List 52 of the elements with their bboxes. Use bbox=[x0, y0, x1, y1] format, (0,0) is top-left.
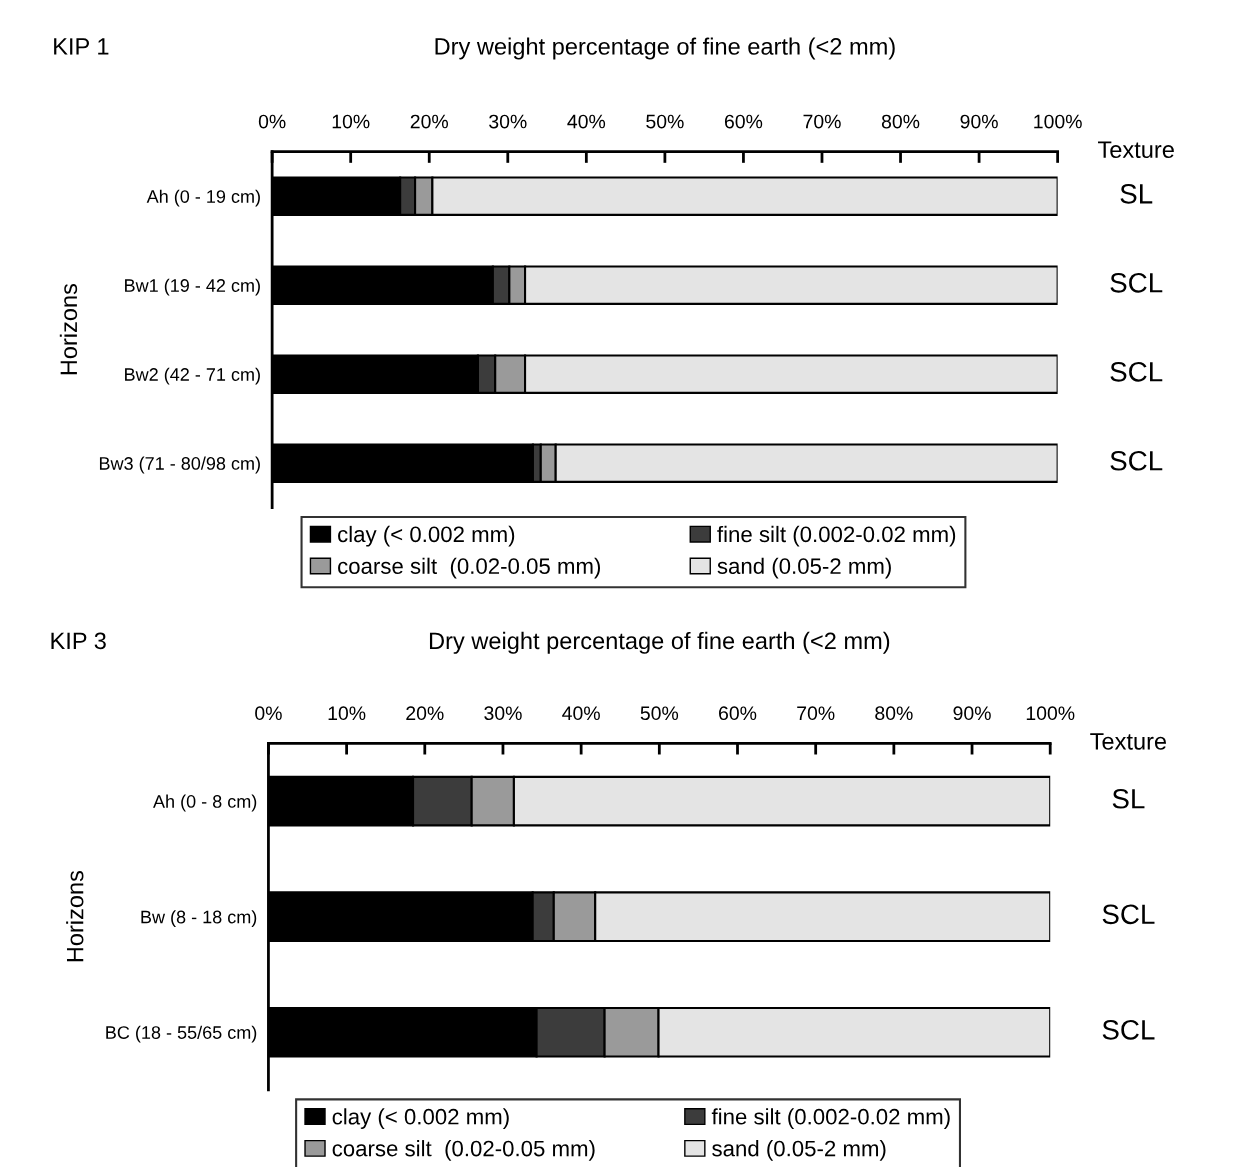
text: SCL bbox=[1110, 272, 1163, 293]
text: SL bbox=[1120, 183, 1153, 204]
chart-subtitle: Dry weight percentage of fine earth (<2 mm) bbox=[435, 37, 895, 60]
legend-label: sand (0.05-2 mm) bbox=[712, 1140, 886, 1161]
y-axis-title: Horizons bbox=[59, 283, 78, 375]
legend-label: coarse silt (0.02-0.05 mm) bbox=[332, 1140, 595, 1161]
y-tick-label: Bw (8 - 18 cm) bbox=[141, 910, 257, 927]
text: SCL bbox=[1110, 450, 1163, 471]
x-tick-label: 40% bbox=[567, 114, 606, 129]
text: SL bbox=[1112, 788, 1145, 809]
x-tick-label: 40% bbox=[562, 706, 600, 721]
x-tick-label: 100% bbox=[1034, 114, 1082, 129]
text: KIP 3 bbox=[51, 632, 106, 650]
x-tick-label: 70% bbox=[803, 114, 841, 129]
legend-label: fine silt (0.002-0.02 mm) bbox=[711, 1108, 950, 1129]
x-tick-label: 50% bbox=[640, 706, 679, 721]
x-tick-label: 60% bbox=[724, 114, 763, 129]
x-tick-label: 0% bbox=[258, 114, 286, 129]
chart-subtitle: Dry weight percentage of fine earth (<2 mm) bbox=[429, 631, 890, 654]
text: KIP 1 bbox=[54, 38, 109, 55]
y-tick-label: Ah (0 - 8 cm) bbox=[153, 794, 257, 812]
y2-axis-title: Texture bbox=[1098, 141, 1174, 159]
x-tick-label: 90% bbox=[953, 706, 991, 721]
x-tick-label: 10% bbox=[332, 114, 370, 129]
legend-label: clay (< 0.002 mm) bbox=[332, 1108, 509, 1129]
y-tick-label: BC (18 - 55/65 cm) bbox=[106, 1025, 257, 1043]
y2-axis-title: Texture bbox=[1090, 733, 1167, 750]
legend-label: clay (< 0.002 mm) bbox=[338, 525, 515, 547]
text: SCL bbox=[1110, 361, 1163, 382]
x-tick-label: 20% bbox=[406, 706, 444, 721]
x-tick-label: 70% bbox=[797, 706, 835, 721]
legend-label: coarse silt (0.02-0.05 mm) bbox=[338, 557, 601, 579]
text: SCL bbox=[1102, 1020, 1155, 1040]
x-tick-label: 20% bbox=[410, 114, 449, 129]
x-tick-label: 30% bbox=[489, 114, 527, 129]
legend-label: sand (0.05-2 mm) bbox=[717, 557, 891, 579]
x-tick-label: 80% bbox=[881, 114, 920, 129]
x-tick-label: 100% bbox=[1026, 706, 1075, 721]
y-tick-label: Ah (0 - 19 cm) bbox=[146, 189, 260, 207]
y-tick-label: Bw2 (42 - 71 cm) bbox=[125, 367, 260, 385]
x-tick-label: 90% bbox=[960, 114, 998, 129]
x-tick-label: 0% bbox=[255, 706, 282, 721]
x-tick-label: 50% bbox=[646, 114, 684, 129]
x-tick-label: 80% bbox=[875, 706, 913, 721]
y-tick-label: Bw3 (71 - 80/98 cm) bbox=[99, 456, 260, 474]
y-axis-title: Horizons bbox=[66, 870, 84, 962]
x-tick-label: 60% bbox=[719, 706, 757, 721]
text: SCL bbox=[1102, 904, 1155, 925]
y-tick-label: Bw1 (19 - 42 cm) bbox=[125, 278, 260, 296]
x-tick-label: 10% bbox=[328, 706, 366, 721]
legend-label: fine silt (0.002-0.02 mm) bbox=[717, 525, 956, 547]
x-tick-label: 30% bbox=[484, 706, 522, 721]
